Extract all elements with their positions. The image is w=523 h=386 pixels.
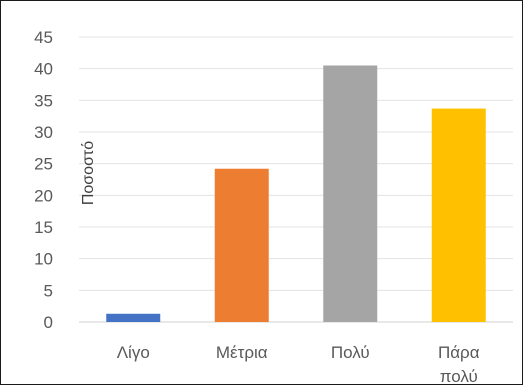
y-tick-label: 45 (34, 28, 53, 47)
bars (106, 65, 486, 322)
y-tick-label: 35 (34, 91, 53, 110)
y-tick-label: 10 (34, 250, 53, 269)
y-tick-label: 5 (44, 281, 53, 300)
y-tick-label: 20 (34, 186, 53, 205)
y-tick-label: 25 (34, 155, 53, 174)
bar (323, 65, 378, 322)
y-tick-label: 0 (44, 313, 53, 332)
gridlines (79, 36, 513, 323)
y-tick-label: 15 (34, 218, 53, 237)
y-tick-label: 40 (34, 60, 53, 79)
category-label: Πολύ (331, 343, 370, 362)
y-tick-label: 30 (34, 123, 53, 142)
category-label: Λίγο (117, 343, 150, 362)
bar (106, 313, 161, 322)
y-axis-tick-labels: 0 5 10 15 20 25 30 35 40 45 (34, 28, 53, 332)
category-label: Μέτρια (216, 343, 268, 362)
bar (214, 168, 269, 322)
x-axis-category-labels: Λίγο Μέτρια Πολύ Πάρα πολύ (117, 343, 480, 386)
y-axis-label: Ποσοστό (80, 141, 97, 205)
category-label: Πάρα πολύ (438, 343, 480, 386)
bar (431, 108, 486, 322)
